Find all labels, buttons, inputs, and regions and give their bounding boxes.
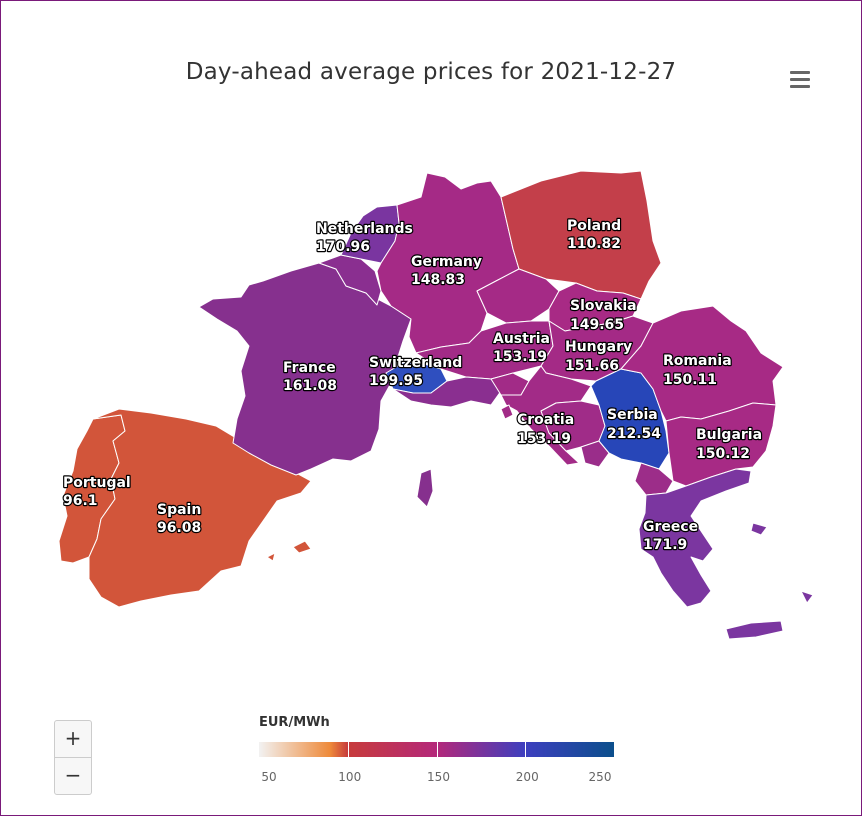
label-value-serbia: 212.54 [607,426,661,442]
zoom-out-button[interactable]: − [54,757,92,795]
region-spain-baleares [292,540,312,554]
label-value-portugal: 96.1 [63,493,98,509]
label-name-romania: Romania [663,353,732,369]
region-montenegro [580,440,610,468]
label-value-austria: 153.19 [493,349,547,365]
label-name-serbia: Serbia [607,407,658,423]
label-name-switzerland: Switzerland [369,355,462,371]
legend-tick-line [436,742,438,757]
label-name-hungary: Hungary [565,339,632,355]
legend-tick-line [525,742,527,757]
label-value-spain: 96.08 [157,520,201,536]
region-spain-island [266,552,276,562]
label-name-netherlands: Netherlands [316,221,413,237]
label-name-austria: Austria [493,331,550,347]
region-greece-crete [725,620,784,640]
legend-tick-label: 250 [588,770,612,784]
label-name-germany: Germany [411,254,482,270]
region-croatia-island [500,404,514,420]
legend-tick-label: 150 [427,770,450,784]
label-value-croatia: 153.19 [517,431,571,447]
label-name-portugal: Portugal [63,475,131,491]
region-greece-island [800,590,814,604]
label-name-slovakia: Slovakia [570,298,637,314]
region-greece-island [750,522,768,536]
label-name-france: France [283,360,336,376]
legend-tick-line [347,742,349,757]
label-name-croatia: Croatia [517,412,574,428]
region-macedonia [634,462,674,496]
label-value-greece: 171.9 [643,537,687,553]
label-name-spain: Spain [157,502,201,518]
legend-title: EUR/MWh [259,715,330,730]
region-greece[interactable] [638,468,752,608]
legend-tick-label: 50 [261,770,277,784]
region-bulgaria[interactable] [665,402,777,487]
label-value-netherlands: 170.96 [316,239,370,255]
label-name-greece: Greece [643,519,698,535]
chart-title: Day-ahead average prices for 2021-12-27 [185,59,677,85]
label-value-poland: 110.82 [567,236,621,252]
label-value-romania: 150.11 [663,372,717,388]
label-value-switzerland: 199.95 [369,373,423,389]
label-name-poland: Poland [567,218,621,234]
legend-tick-label: 200 [515,770,539,784]
zoom-in-button[interactable]: + [54,720,92,758]
hamburger-menu-icon[interactable] [787,69,813,93]
label-name-bulgaria: Bulgaria [696,427,762,443]
legend-tick-label: 100 [338,770,362,784]
label-value-slovakia: 149.65 [570,317,624,333]
label-value-germany: 148.83 [411,272,465,288]
region-labels: Portugal 96.1 Spain 96.08 France 161.08 … [62,217,763,554]
label-value-bulgaria: 150.12 [696,446,750,462]
label-value-hungary: 151.66 [565,358,619,374]
region-poland[interactable] [500,170,662,300]
region-france-corsica [416,468,434,508]
label-value-france: 161.08 [283,378,337,394]
